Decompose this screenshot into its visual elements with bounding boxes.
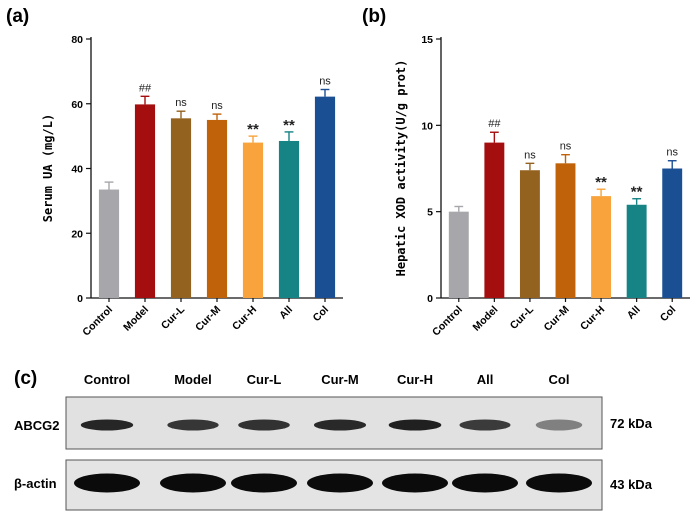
protein-label-beta-actin: β-actin <box>14 476 57 491</box>
x-tick-label: Control <box>430 304 465 339</box>
blot-band-beta-actin <box>160 473 226 493</box>
significance-label: ns <box>524 149 536 161</box>
lane-label: Col <box>549 372 570 387</box>
y-tick-label: 0 <box>77 293 83 305</box>
significance-label: ns <box>175 97 187 109</box>
y-tick-label: 80 <box>71 34 83 46</box>
bar-all <box>626 204 647 298</box>
blot-band-abcg2 <box>535 419 583 431</box>
bar-cur-h <box>591 196 612 298</box>
significance-label: ns <box>560 141 572 153</box>
size-label-abcg2: 72 kDa <box>610 416 653 431</box>
blot-band-abcg2 <box>313 419 367 431</box>
bar-col <box>314 96 336 298</box>
x-tick-label: Cur-H <box>230 304 259 333</box>
blot-band-beta-actin <box>452 473 518 493</box>
blot-band-beta-actin <box>526 473 592 493</box>
bar-cur-m <box>206 119 228 298</box>
lane-label: Cur-L <box>247 372 282 387</box>
x-tick-label: Control <box>80 304 115 339</box>
x-tick-label: Cur-L <box>508 303 537 332</box>
x-tick-label: Cur-L <box>159 303 188 332</box>
lane-label: Cur-M <box>321 372 359 387</box>
lane-label: All <box>477 372 494 387</box>
significance-label: ns <box>319 76 331 88</box>
blot-band-beta-actin <box>74 473 140 493</box>
western-blot: (c) Control Model Cur-L Cur-M Cur-H All … <box>14 368 653 511</box>
blot-band-beta-actin <box>231 473 297 493</box>
blot-band-abcg2 <box>388 419 442 431</box>
panel-label-b: (b) <box>362 6 386 27</box>
y-tick-label: 5 <box>427 207 433 219</box>
bar-cur-h <box>242 142 264 298</box>
x-tick-label: Cur-H <box>578 304 607 333</box>
significance-label: ** <box>247 121 259 138</box>
x-tick-label: Col <box>658 304 679 325</box>
x-tick-label: Cur-M <box>193 303 223 333</box>
lane-label: Model <box>174 372 212 387</box>
significance-label: ## <box>488 118 501 130</box>
bar-control <box>98 189 120 298</box>
panel-label-a: (a) <box>6 6 29 27</box>
bar-model <box>484 142 505 298</box>
bar-col <box>662 168 683 298</box>
significance-label: ** <box>595 174 607 191</box>
significance-label: ns <box>211 100 223 112</box>
x-tick-label: All <box>277 304 295 322</box>
blot-band-abcg2 <box>238 419 290 431</box>
blot-band-beta-actin <box>382 473 448 493</box>
lane-label: Control <box>84 372 130 387</box>
x-tick-label: Col <box>311 304 332 325</box>
bar-cur-l <box>519 170 540 298</box>
blot-band-abcg2 <box>80 419 134 431</box>
y-tick-label: 60 <box>71 99 83 111</box>
y-tick-label: 40 <box>71 164 83 176</box>
bar-model <box>134 104 156 299</box>
bar-cur-m <box>555 163 576 298</box>
y-tick-label: 10 <box>421 120 433 132</box>
y-tick-label: 0 <box>427 293 433 305</box>
x-tick-label: Model <box>121 304 151 334</box>
significance-label: ## <box>139 82 152 94</box>
size-label-beta-actin: 43 kDa <box>610 477 653 492</box>
y-tick-label: 15 <box>421 34 433 46</box>
blot-band-abcg2 <box>459 419 511 431</box>
bar-all <box>278 140 300 298</box>
x-tick-label: Model <box>471 304 501 334</box>
chart-a: (a) Serum UA (mg/L) 0 20 40 60 80 Control Mode… <box>6 6 343 339</box>
y-axis-label-b: Hepatic XOD activity(U/g prot) <box>394 60 408 277</box>
protein-label-abcg2: ABCG2 <box>14 418 60 433</box>
blot-band-abcg2 <box>167 419 219 431</box>
significance-label: ** <box>283 117 295 134</box>
panel-label-c: (c) <box>14 368 37 389</box>
significance-label: ** <box>631 184 643 201</box>
x-tick-label: All <box>625 304 643 322</box>
lane-label: Cur-H <box>397 372 433 387</box>
x-tick-label: Cur-M <box>542 303 572 333</box>
chart-b: (b) Hepatic XOD activity(U/g prot) 0 5 10 1… <box>362 6 690 339</box>
significance-label: ns <box>666 147 678 159</box>
y-axis-label-a: Serum UA (mg/L) <box>41 114 55 222</box>
bar-control <box>448 211 469 298</box>
bar-cur-l <box>170 118 192 298</box>
y-tick-label: 20 <box>71 228 83 240</box>
blot-band-beta-actin <box>307 473 373 493</box>
